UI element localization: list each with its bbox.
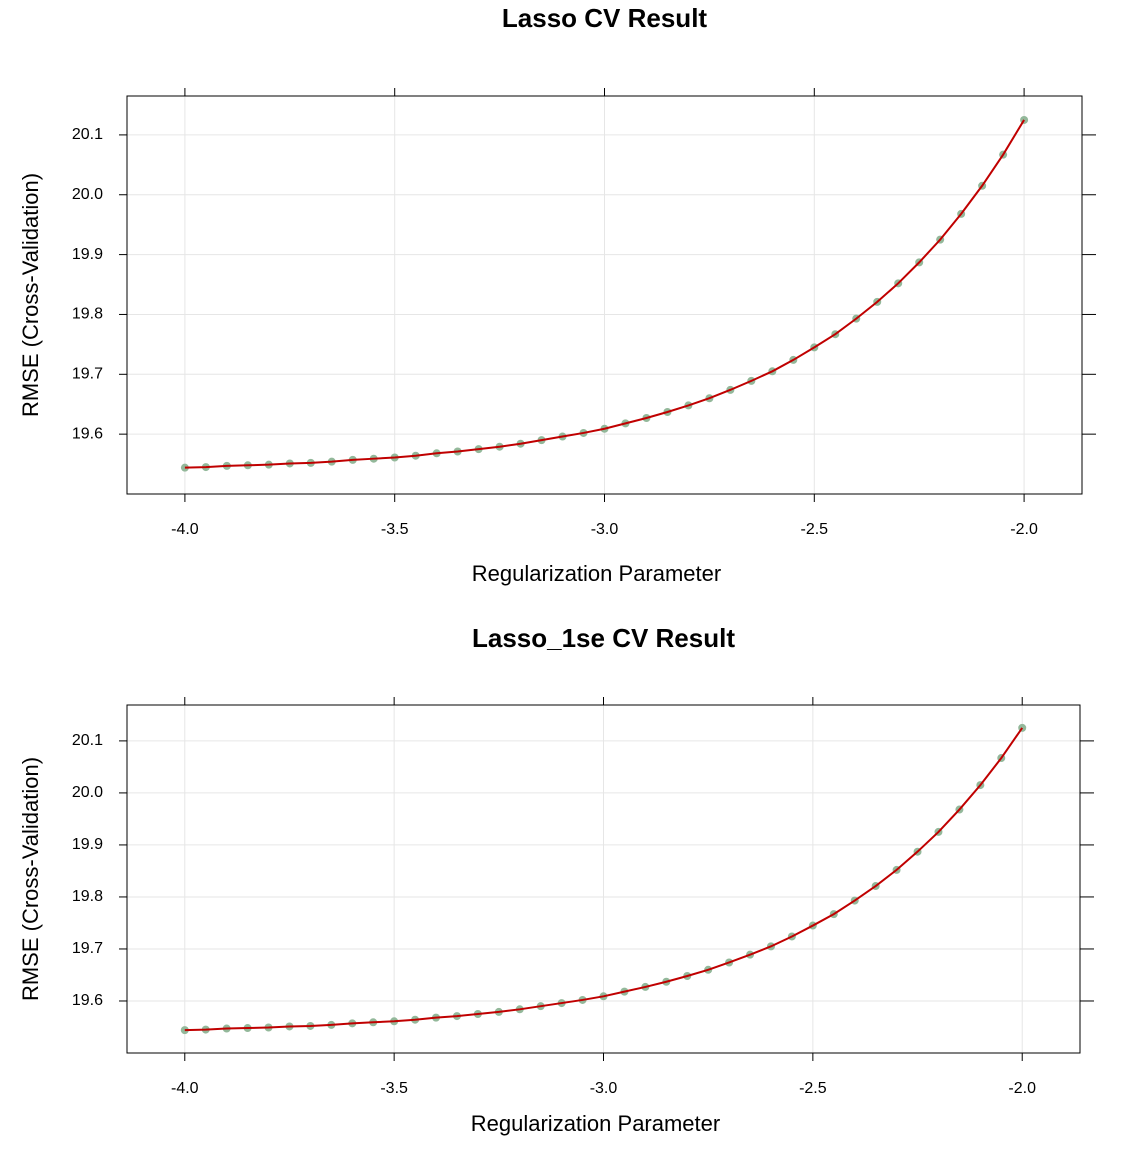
x-axis-label: Regularization Parameter [472, 561, 721, 586]
x-axis-label: Regularization Parameter [471, 1111, 720, 1136]
line [184, 727, 1024, 1032]
x-tick-label: -2.5 [801, 521, 829, 538]
plot-frame [126, 95, 1083, 495]
y-tick-label: 20.0 [72, 186, 103, 203]
x-tick-label: -3.0 [591, 521, 619, 538]
chart-title: Lasso CV Result [502, 3, 708, 33]
x-tick-label: -3.5 [381, 521, 409, 538]
y-tick-label: 19.8 [72, 888, 103, 905]
y-axis-label: RMSE (Cross-Validation) [18, 757, 43, 1001]
x-tick-label: -2.5 [799, 1080, 827, 1097]
y-tick-label: 19.9 [72, 246, 103, 263]
line [184, 119, 1025, 469]
y-tick-label: 19.9 [72, 836, 103, 853]
plot-frame [126, 704, 1081, 1054]
x-tick-label: -4.0 [171, 1080, 199, 1097]
y-tick-label: 19.6 [72, 425, 103, 442]
y-tick-label: 19.6 [72, 992, 103, 1009]
x-tick-label: -4.0 [171, 521, 199, 538]
y-tick-label: 20.1 [72, 732, 103, 749]
y-tick-label: 19.8 [72, 306, 103, 323]
y-tick-label: 19.7 [72, 366, 103, 383]
x-tick-label: -2.0 [1008, 1080, 1036, 1097]
chart-title: Lasso_1se CV Result [472, 623, 735, 653]
y-tick-label: 19.7 [72, 940, 103, 957]
x-tick-label: -3.0 [590, 1080, 618, 1097]
x-tick-label: -3.5 [380, 1080, 408, 1097]
y-tick-label: 20.1 [72, 126, 103, 143]
y-tick-label: 20.0 [72, 784, 103, 801]
x-tick-label: -2.0 [1010, 521, 1038, 538]
y-axis-label: RMSE (Cross-Validation) [18, 173, 43, 417]
